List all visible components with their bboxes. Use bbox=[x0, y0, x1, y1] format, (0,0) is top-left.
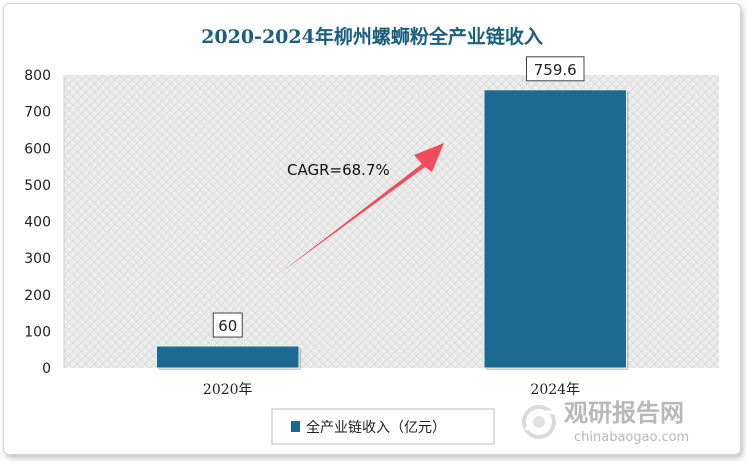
y-tick-label: 700 bbox=[24, 105, 51, 121]
chart-frame: 2020-2024年柳州螺蛳粉全产业链收入 0 100 200 300 400 500 60… bbox=[3, 3, 741, 455]
y-tick-label: 0 bbox=[42, 361, 51, 377]
y-tick-label: 500 bbox=[24, 178, 51, 194]
bar bbox=[156, 345, 300, 369]
legend: 全产业链收入（亿元） bbox=[271, 408, 495, 445]
watermark-text-cn: 观研报告网 bbox=[564, 399, 684, 427]
y-tick-label: 400 bbox=[24, 215, 51, 231]
x-tick-label: 2024年 bbox=[530, 382, 580, 398]
y-tick-label: 300 bbox=[24, 251, 51, 267]
x-tick-label: 2020年 bbox=[203, 382, 253, 398]
y-tick-label: 800 bbox=[24, 68, 51, 84]
y-tick-label: 600 bbox=[24, 141, 51, 157]
cagr-annotation: CAGR=68.7% bbox=[287, 161, 390, 179]
data-label: 60 bbox=[218, 317, 237, 335]
legend-box bbox=[271, 408, 495, 445]
y-axis: 0 100 200 300 400 500 600 700 800 bbox=[24, 68, 65, 377]
legend-swatch bbox=[291, 421, 300, 432]
bars: 60 759.6 bbox=[156, 56, 629, 370]
trend-arrow bbox=[280, 143, 444, 273]
data-label: 759.6 bbox=[534, 61, 577, 79]
x-axis: 2020年 2024年 bbox=[203, 382, 580, 398]
bar bbox=[483, 89, 627, 369]
data-label-box bbox=[212, 312, 243, 338]
chart-title: 2020-2024年柳州螺蛳粉全产业链收入 bbox=[201, 25, 543, 48]
y-tick-label: 100 bbox=[24, 324, 51, 340]
data-label-box bbox=[526, 56, 585, 82]
watermark: 观研报告网 chinabaogao.com bbox=[522, 399, 689, 445]
y-tick-label: 200 bbox=[24, 288, 51, 304]
watermark-logo-icon bbox=[522, 405, 557, 439]
bar-chart: 2020-2024年柳州螺蛳粉全产业链收入 0 100 200 300 400 500 60… bbox=[24, 25, 719, 445]
watermark-text-en: chinabaogao.com bbox=[574, 430, 689, 445]
legend-label: 全产业链收入（亿元） bbox=[306, 419, 446, 436]
